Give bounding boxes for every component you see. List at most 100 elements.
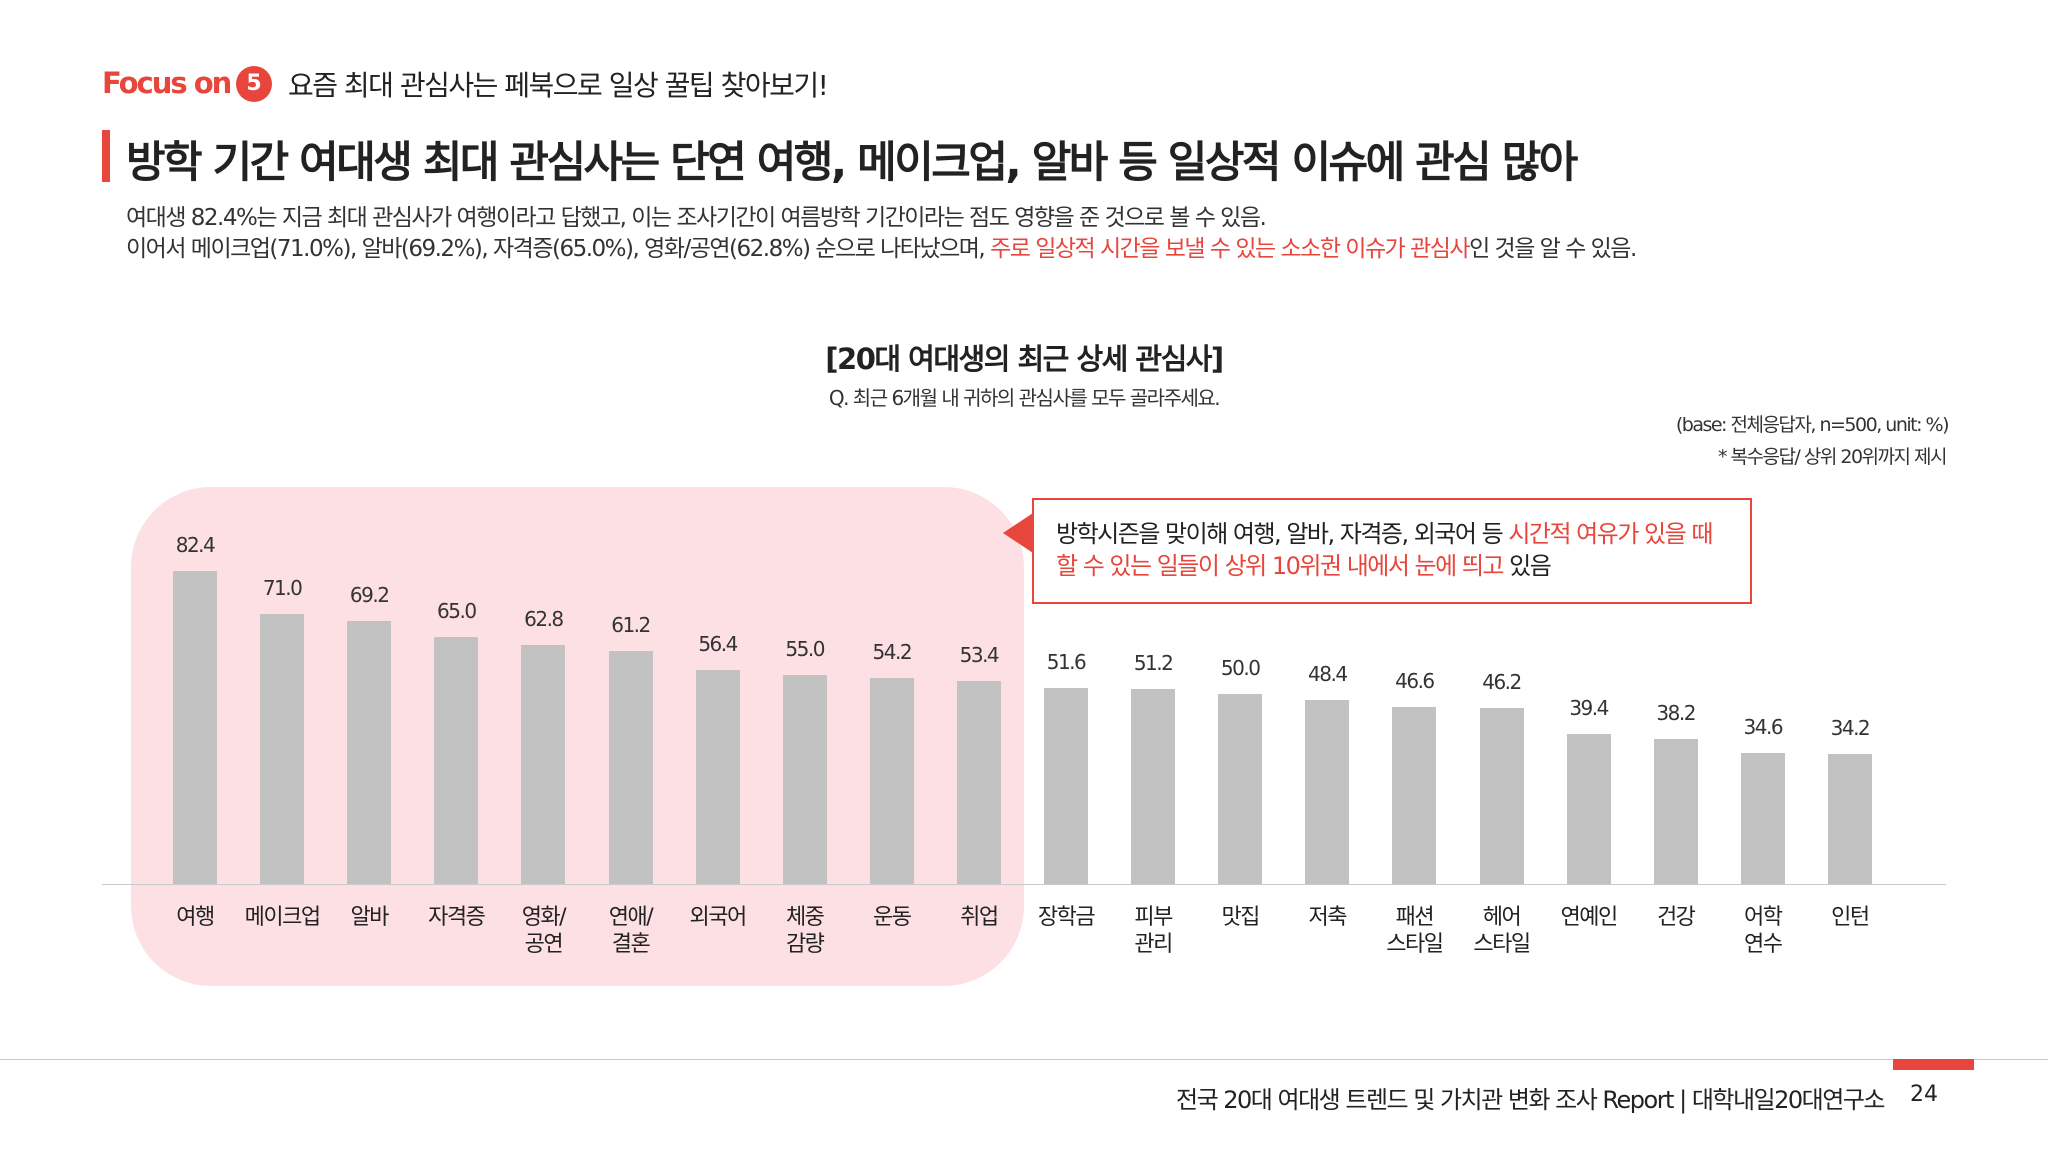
section-title: 요즘 최대 관심사는 페북으로 일상 꿀팁 찾아보기!: [288, 69, 829, 102]
bar: [173, 570, 217, 884]
category-label-line: 장학금: [1037, 905, 1096, 930]
category-label: 체중 감량: [755, 904, 855, 958]
category-label-line: 헤어: [1482, 905, 1522, 930]
category-label-line: 결혼: [611, 932, 651, 957]
category-label-line: 어학: [1744, 905, 1783, 930]
bar: [782, 675, 827, 884]
category-label: 영화/공연: [493, 904, 593, 958]
callout-line-1: 방학시즌을 맞이해 여행, 알바, 자격증, 외국어 등 시간적 여유가 있을 …: [1056, 518, 1728, 550]
value-label: 48.4: [1308, 662, 1348, 687]
category-label-line: 패션: [1395, 905, 1435, 930]
focus-on-label: Focus on: [102, 66, 232, 100]
chart-question: Q. 최근 6개월 내 귀하의 관심사를 모두 골라주세요.: [828, 386, 1221, 410]
category-label: 피부 관리: [1103, 904, 1203, 958]
value-label: 51.6: [1046, 649, 1087, 674]
category-label-line: 피부: [1134, 905, 1173, 930]
value-label: 46.6: [1395, 668, 1435, 693]
bar: [608, 651, 653, 884]
page-number: 24: [1910, 1082, 1938, 1107]
category-label-line: 여행: [176, 905, 215, 930]
callout-highlight-1: 시간적 여유가 있을 때: [1508, 520, 1713, 548]
bar: [695, 669, 740, 884]
bar: [1653, 738, 1698, 884]
bar: [956, 681, 1001, 884]
value-label: 39.4: [1569, 696, 1609, 721]
bar: [869, 678, 914, 884]
value-label: 69.2: [349, 583, 390, 608]
callout-box: 방학시즌을 맞이해 여행, 알바, 자격증, 외국어 등 시간적 여유가 있을 …: [1032, 498, 1752, 604]
category-label: 맛집: [1190, 904, 1290, 931]
category-label-line: 자격증: [428, 905, 486, 930]
callout-highlight-2: 할 수 있는 일들이 상위 10위권 내에서 눈에 띄고: [1056, 552, 1505, 580]
category-label-line: 공연: [524, 932, 564, 957]
value-label: 62.8: [524, 607, 564, 632]
category-label-line: 맛집: [1221, 905, 1260, 930]
description-line-2-text: 이어서 메이크업(71.0%), 알바(69.2%), 자격증(65.0%), …: [126, 236, 991, 262]
category-label-line: 운동: [873, 905, 912, 930]
category-label: 어학 연수: [1713, 904, 1813, 958]
category-label: 연애/결혼: [581, 904, 681, 958]
value-label: 71.0: [262, 576, 303, 601]
category-label: 알바: [319, 904, 419, 931]
description-highlight: 주로 일상적 시간을 보낼 수 있는 소소한 이슈가 관심사: [990, 236, 1471, 262]
value-label: 51.2: [1133, 651, 1174, 676]
page-title: 방학 기간 여대생 최대 관심사는 단연 여행, 메이크업, 알바 등 일상적 …: [126, 138, 1578, 188]
bar: [1218, 694, 1263, 884]
value-label: 34.6: [1743, 714, 1784, 739]
value-label: 46.2: [1482, 670, 1522, 695]
bar: [1392, 706, 1437, 884]
bar: [1305, 700, 1350, 884]
bar: [1131, 689, 1176, 884]
footer-accent-bar: [1893, 1059, 1974, 1070]
bar: [347, 621, 392, 884]
value-label: 53.4: [959, 643, 1000, 668]
category-label: 인턴: [1800, 904, 1900, 931]
category-label-line: 감량: [785, 932, 825, 957]
value-label: 34.2: [1830, 716, 1871, 741]
title-accent-bar: [102, 130, 110, 182]
value-label: 38.2: [1656, 700, 1696, 725]
bar: [521, 645, 566, 884]
category-label-line: 알바: [350, 905, 389, 930]
category-label-line: 영화/: [521, 905, 567, 930]
description-line-1: 여대생 82.4%는 지금 최대 관심사가 여행이라고 답했고, 이는 조사기간…: [126, 205, 1267, 231]
chart-baseline: [102, 884, 1946, 885]
value-label: 54.2: [872, 640, 913, 665]
category-label: 메이크업: [232, 904, 332, 931]
category-label-line: 메이크업: [244, 905, 321, 930]
category-label-line: 연예인: [1560, 905, 1618, 930]
footer-report-title: 전국 20대 여대생 트렌드 및 가치관 변화 조사 Report | 대학내일…: [1175, 1086, 1886, 1114]
value-label: 50.0: [1220, 656, 1261, 680]
bar: [434, 637, 479, 884]
category-label: 건강: [1626, 904, 1726, 931]
category-label: 저축: [1277, 904, 1377, 931]
category-label-line: 저축: [1308, 905, 1348, 930]
category-label: 자격증: [406, 904, 506, 931]
bar: [1479, 708, 1524, 884]
category-label: 패션 스타일: [1364, 904, 1464, 958]
category-label-line: 연애/: [608, 905, 654, 930]
callout-line-2: 할 수 있는 일들이 상위 10위권 내에서 눈에 띄고 있음: [1056, 550, 1728, 582]
callout-arrow-icon: [1003, 513, 1033, 553]
bar: [1044, 687, 1088, 884]
bar: [1740, 752, 1785, 884]
category-label-line: 취업: [960, 905, 999, 930]
category-label: 여행: [145, 904, 245, 931]
value-label: 56.4: [698, 631, 738, 656]
category-label-line: 인턴: [1831, 905, 1870, 930]
value-label: 61.2: [611, 613, 651, 638]
category-label: 헤어 스타일: [1452, 904, 1552, 958]
base-note: (base: 전체응답자, n=500, unit: %): [1675, 414, 1950, 436]
section-number-badge: 5: [236, 66, 272, 102]
category-label: 운동: [842, 904, 942, 931]
multi-response-note: * 복수응답/ 상위 20위까지 제시: [1717, 446, 1948, 468]
bar: [1827, 754, 1872, 884]
chart-title: [20대 여대생의 최근 상세 관심사]: [825, 342, 1224, 376]
category-label-line: 건강: [1656, 905, 1696, 930]
category-label-line: 체중: [785, 905, 825, 930]
value-label: 82.4: [175, 532, 216, 557]
bar: [260, 614, 305, 884]
value-label: 55.0: [785, 637, 825, 661]
category-label-line: 관리: [1134, 932, 1173, 957]
